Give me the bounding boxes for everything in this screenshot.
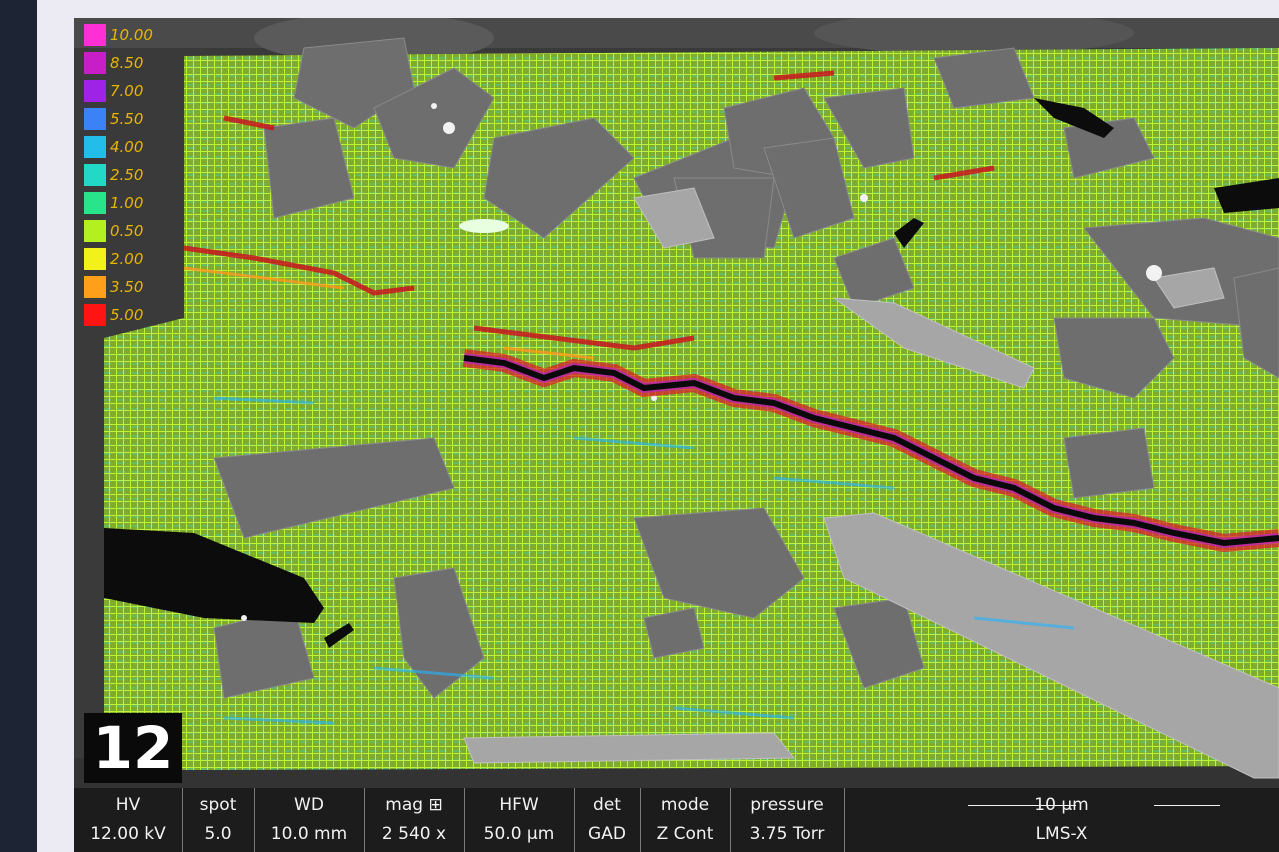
legend-value: 0.50 [110,222,144,240]
det-column: det GAD [574,788,641,852]
pressure-value: 3.75 Torr [749,824,825,844]
legend-row: 0.50 [84,218,182,244]
legend-row: 5.00 [84,302,182,328]
mag-label: mag ⊞ [385,795,443,815]
micrograph-image [74,18,1279,788]
scalebar-column: 10 µm LMS-X [844,788,1279,852]
sem-data-bar: HV 12.00 kV spot 5.0 WD 10.0 mm mag ⊞ 2 … [74,788,1279,852]
legend-row: 8.50 [84,50,182,76]
legend-value: 5.50 [110,110,144,128]
legend-row: 2.00 [84,246,182,272]
mag-column: mag ⊞ 2 540 x [364,788,465,852]
legend-swatch [84,192,106,214]
legend-swatch [84,220,106,242]
legend-value: 5.00 [110,306,144,324]
legend-swatch [84,248,106,270]
mode-value: Z Cont [656,824,714,844]
hv-value: 12.00 kV [90,824,166,844]
color-scale-legend: 10.00 8.50 7.00 5.50 4.00 2.50 1.00 0.50 2.00 3.5… [84,22,182,334]
wd-column: WD 10.0 mm [254,788,365,852]
legend-row: 4.00 [84,134,182,160]
legend-swatch [84,108,106,130]
pressure-column: pressure 3.75 Torr [730,788,845,852]
hv-column: HV 12.00 kV [74,788,183,852]
legend-row: 2.50 [84,162,182,188]
det-label: det [593,795,621,815]
mode-column: mode Z Cont [640,788,731,852]
legend-row: 10.00 [84,22,182,48]
wd-label: WD [294,795,324,815]
legend-swatch [84,164,106,186]
legend-swatch [84,24,106,46]
hfw-column: HFW 50.0 µm [464,788,575,852]
scalebar-label: 10 µm [1034,795,1089,815]
legend-swatch [84,80,106,102]
pressure-label: pressure [750,795,824,815]
hfw-label: HFW [499,795,539,815]
legend-swatch [84,136,106,158]
hfw-value: 50.0 µm [483,824,555,844]
scalebar-value: LMS-X [1035,824,1088,844]
wd-value: 10.0 mm [270,824,348,844]
legend-value: 3.50 [110,278,144,296]
legend-row: 5.50 [84,106,182,132]
legend-value: 2.00 [110,250,144,268]
legend-swatch [84,276,106,298]
hv-label: HV [115,795,141,815]
legend-value: 8.50 [110,54,144,72]
panel-number-label: 12 [84,713,182,783]
legend-value: 2.50 [110,166,144,184]
det-value: GAD [588,824,626,844]
scalebar-line-right [1154,805,1220,806]
legend-swatch [84,52,106,74]
spot-label: spot [199,795,237,815]
legend-row: 1.00 [84,190,182,216]
mag-value: 2 540 x [381,824,447,844]
mode-label: mode [660,795,710,815]
legend-value: 4.00 [110,138,144,156]
left-sidebar [0,0,37,852]
legend-value: 1.00 [110,194,144,212]
legend-row: 3.50 [84,274,182,300]
legend-swatch [84,304,106,326]
spot-value: 5.0 [204,824,232,844]
legend-row: 7.00 [84,78,182,104]
scalebar-line-left [968,805,1076,806]
legend-value: 7.00 [110,82,144,100]
spot-column: spot 5.0 [182,788,255,852]
legend-value: 10.00 [110,26,153,44]
